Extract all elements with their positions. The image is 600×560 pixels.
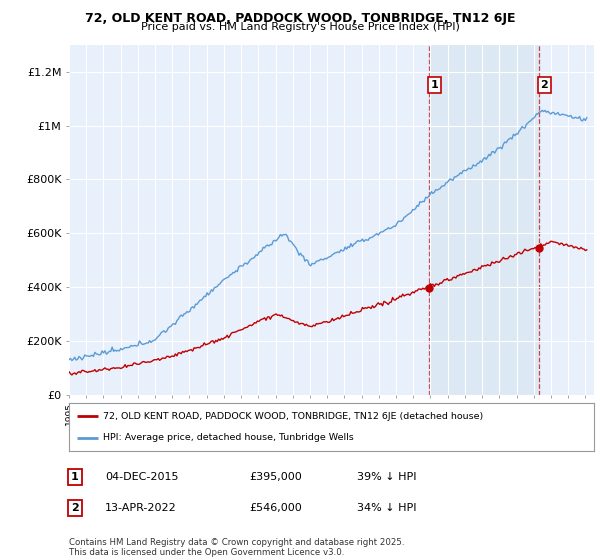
Text: 72, OLD KENT ROAD, PADDOCK WOOD, TONBRIDGE, TN12 6JE: 72, OLD KENT ROAD, PADDOCK WOOD, TONBRID… <box>85 12 515 25</box>
Text: Contains HM Land Registry data © Crown copyright and database right 2025.
This d: Contains HM Land Registry data © Crown c… <box>69 538 404 557</box>
Text: 1: 1 <box>431 80 439 90</box>
Text: HPI: Average price, detached house, Tunbridge Wells: HPI: Average price, detached house, Tunb… <box>103 433 354 442</box>
Text: 2: 2 <box>540 80 548 90</box>
Text: 13-APR-2022: 13-APR-2022 <box>105 503 177 513</box>
Text: 1: 1 <box>71 472 79 482</box>
Text: 39% ↓ HPI: 39% ↓ HPI <box>357 472 416 482</box>
Text: 72, OLD KENT ROAD, PADDOCK WOOD, TONBRIDGE, TN12 6JE (detached house): 72, OLD KENT ROAD, PADDOCK WOOD, TONBRID… <box>103 412 484 421</box>
Text: £546,000: £546,000 <box>249 503 302 513</box>
Text: £395,000: £395,000 <box>249 472 302 482</box>
Bar <box>429 45 539 395</box>
Text: 34% ↓ HPI: 34% ↓ HPI <box>357 503 416 513</box>
Text: Price paid vs. HM Land Registry's House Price Index (HPI): Price paid vs. HM Land Registry's House … <box>140 22 460 32</box>
Text: 2: 2 <box>71 503 79 513</box>
Text: 04-DEC-2015: 04-DEC-2015 <box>105 472 179 482</box>
